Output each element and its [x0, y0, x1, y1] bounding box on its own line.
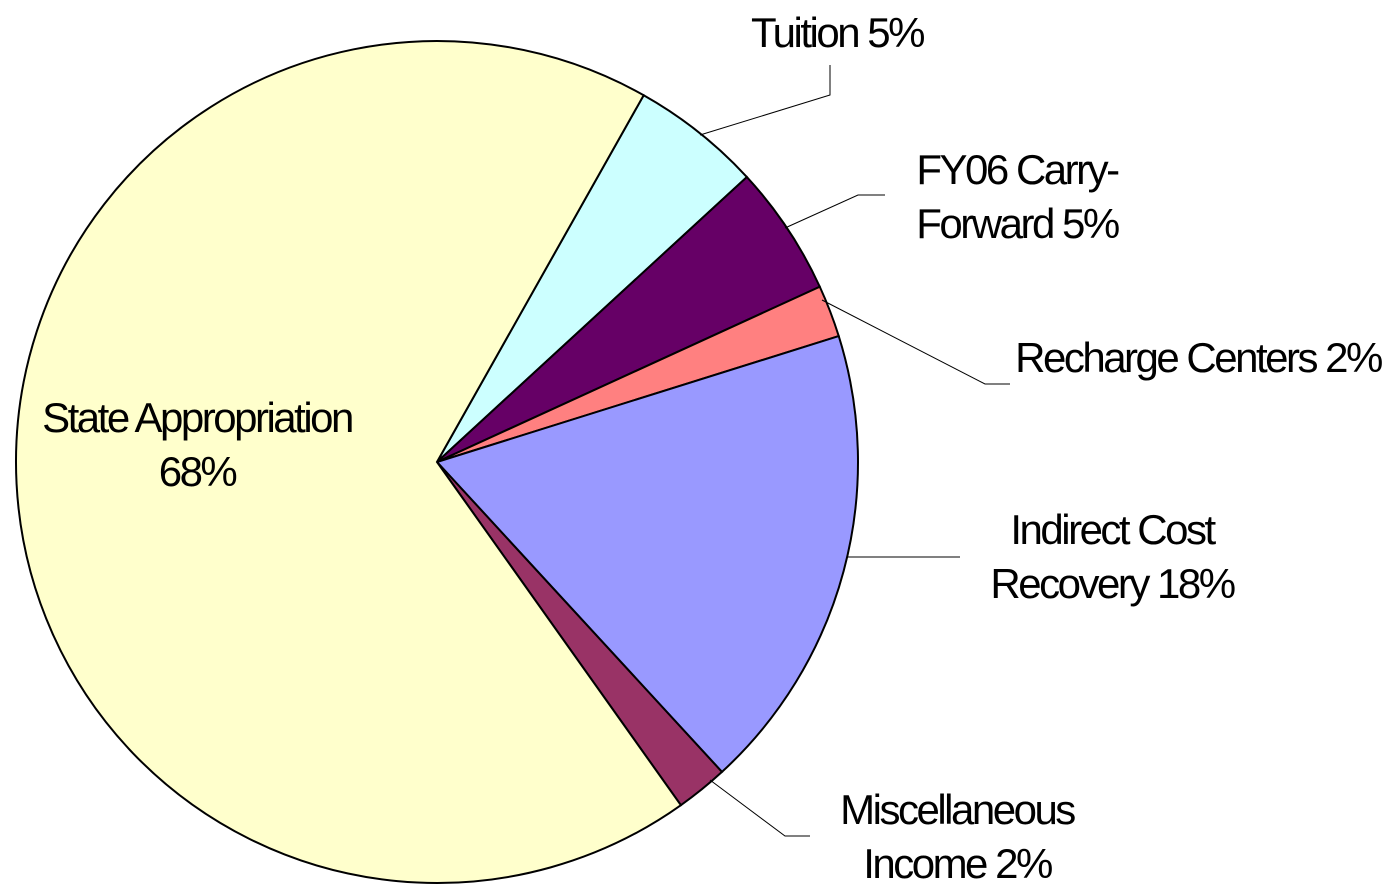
value-label: 5%: [1062, 200, 1120, 247]
leader-line: [821, 299, 1010, 385]
leader-line: [784, 194, 885, 229]
category-name: Recharge Centers: [1015, 334, 1318, 381]
slice-label: FY06 Carry-Forward 5%: [882, 143, 1152, 251]
category-name: Indirect Cost Recovery: [990, 506, 1216, 607]
slice-label: Recharge Centers 2%: [1013, 331, 1383, 385]
pie-slice: [15, 40, 683, 884]
slice-label: State Appropriation 68%: [2, 391, 392, 499]
value-label: 5%: [867, 9, 925, 56]
leader-line: [699, 65, 831, 136]
category-name: FY06 Carry-Forward: [916, 146, 1120, 247]
value-label: 68%: [158, 448, 238, 495]
pie-slice: [435, 334, 859, 774]
category-name: Miscellaneous Income: [840, 786, 1076, 887]
leader-line: [709, 779, 810, 837]
value-label: 18%: [1157, 560, 1236, 607]
slice-label: Miscellaneous Income 2%: [807, 783, 1107, 891]
value-label: 2%: [1325, 334, 1383, 381]
category-name: State Appropriation: [42, 394, 354, 441]
slice-label: Tuition 5%: [627, 6, 1047, 60]
slice-label: Indirect Cost Recovery 18%: [952, 503, 1272, 611]
value-label: 2%: [995, 840, 1053, 887]
category-name: Tuition: [751, 9, 861, 56]
